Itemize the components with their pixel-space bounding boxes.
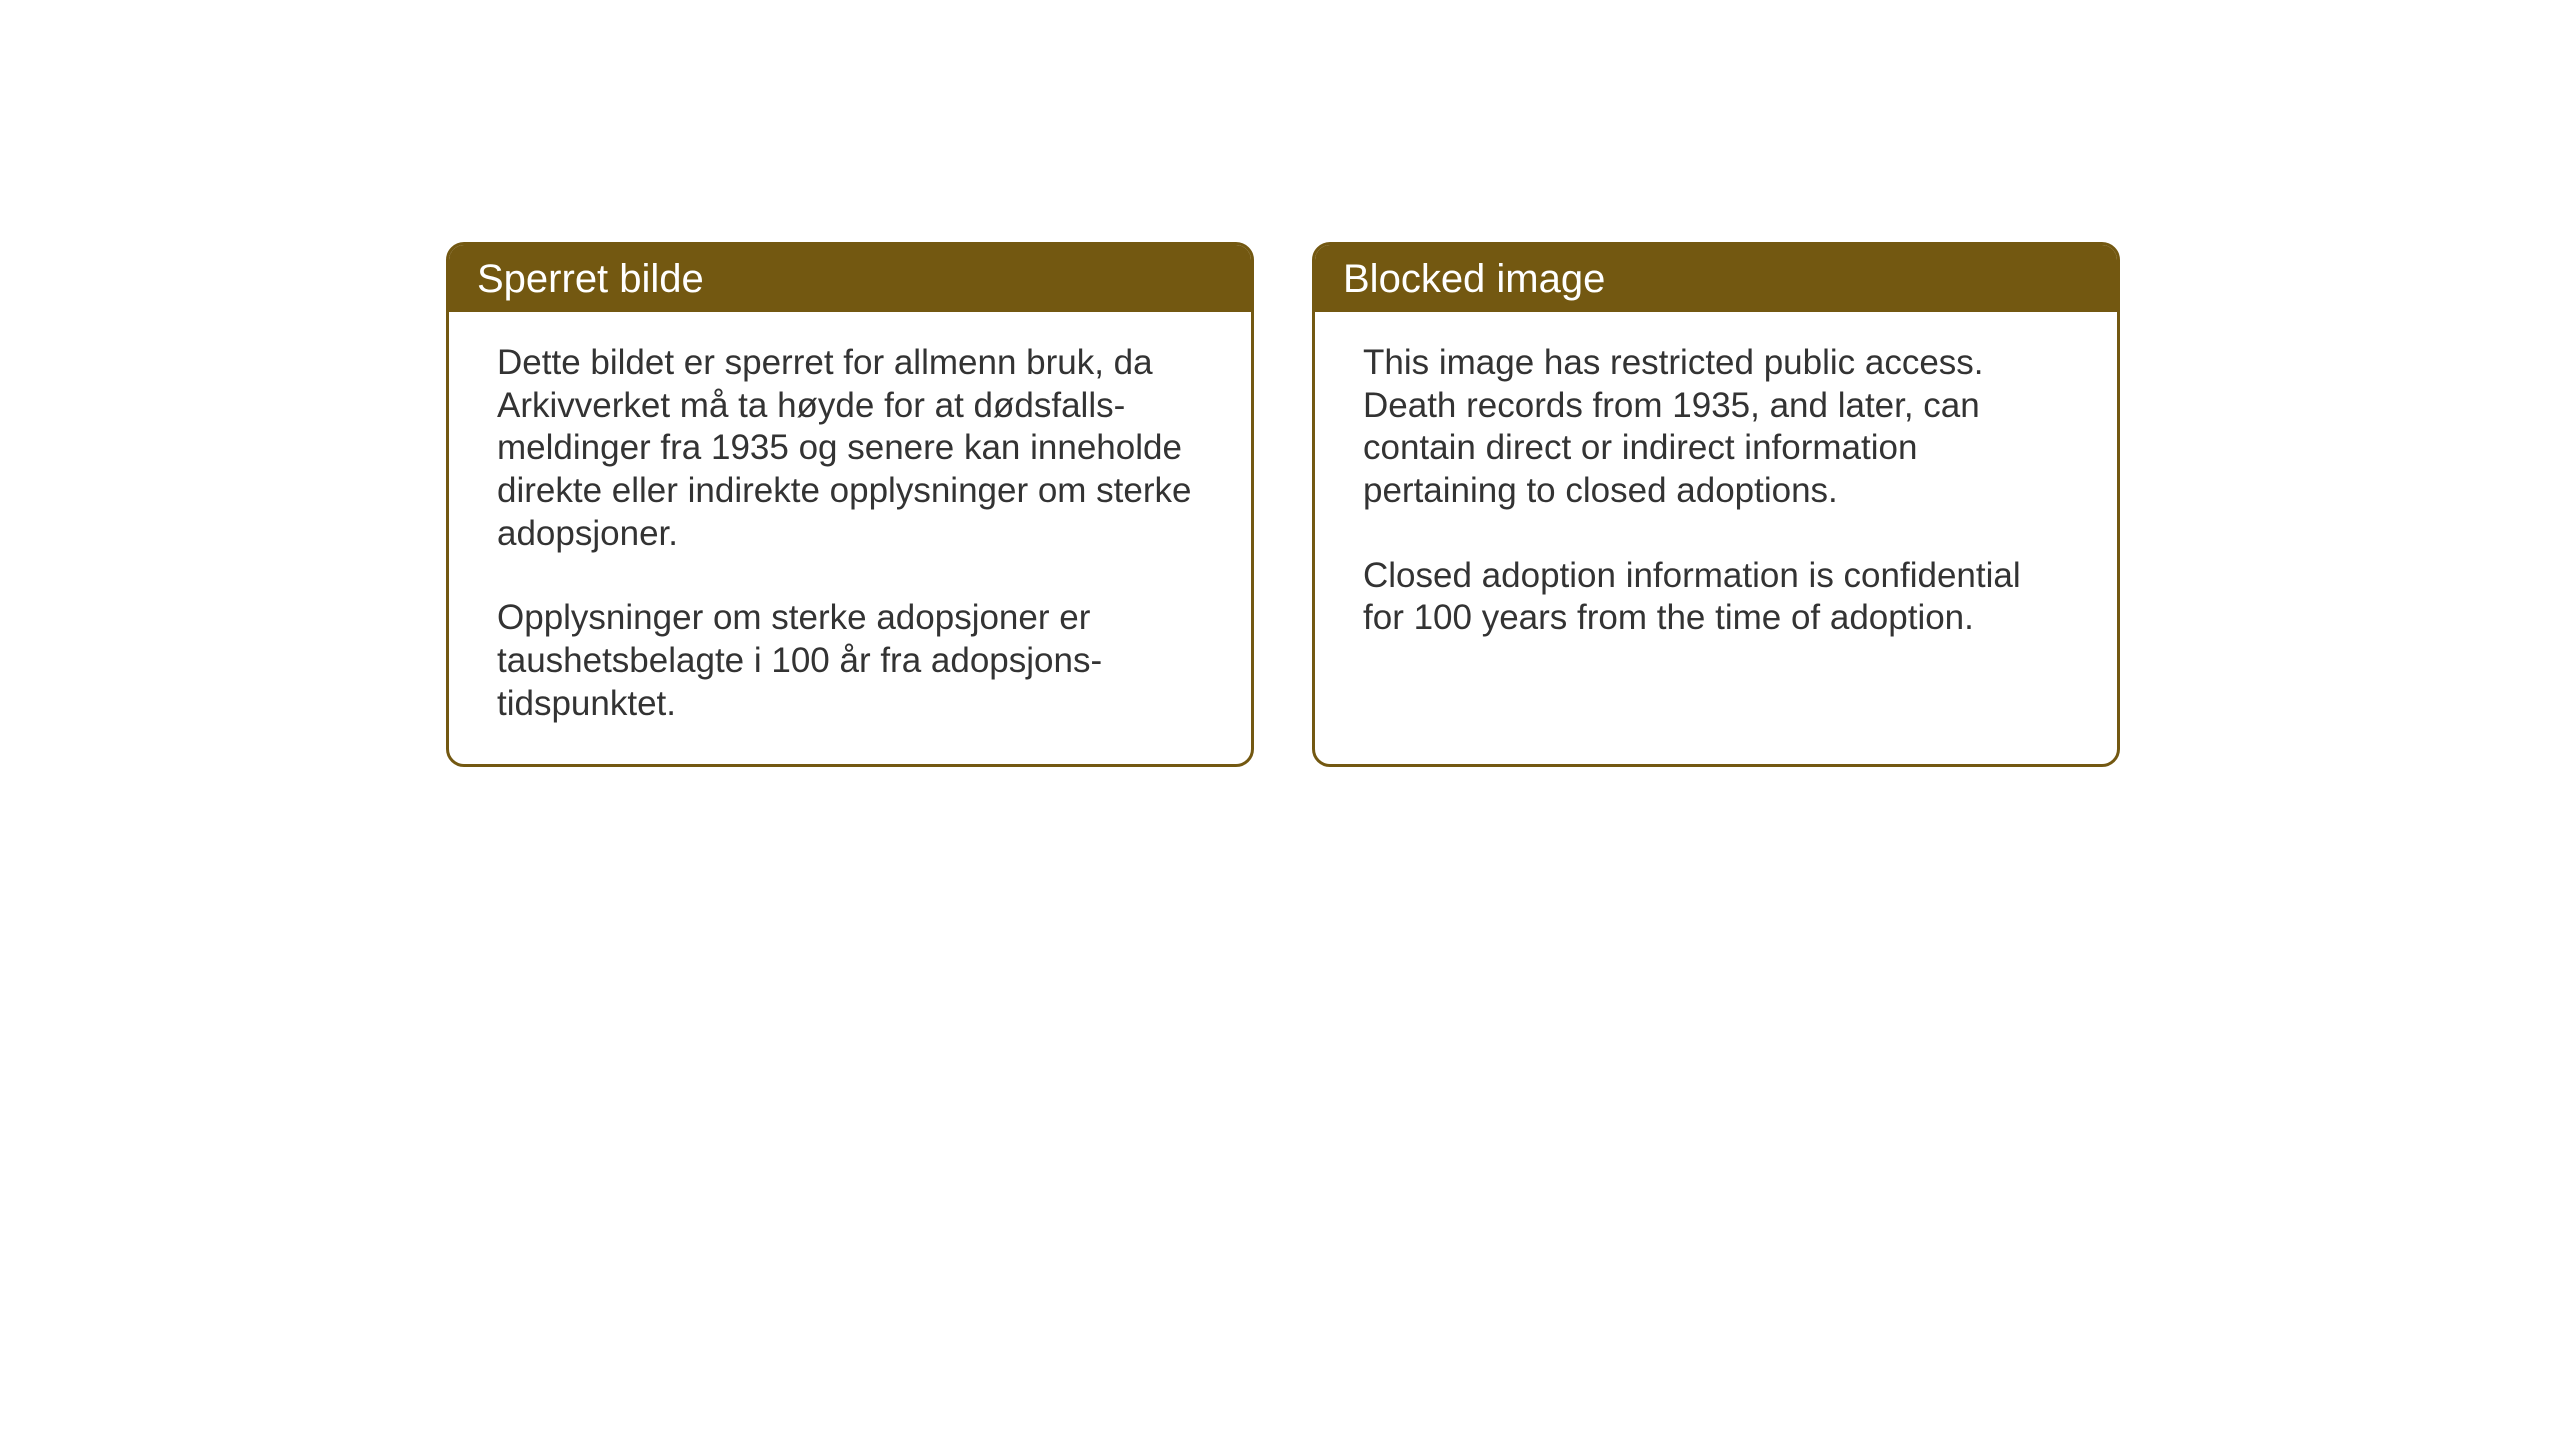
card-paragraph: Dette bildet er sperret for allmenn bruk… [497, 342, 1203, 555]
card-paragraph: Opplysninger om sterke adopsjoner er tau… [497, 597, 1203, 725]
notice-container: Sperret bilde Dette bildet er sperret fo… [446, 242, 2120, 767]
card-title: Sperret bilde [477, 257, 704, 301]
card-paragraph: This image has restricted public access.… [1363, 342, 2069, 513]
blocked-image-card-norwegian: Sperret bilde Dette bildet er sperret fo… [446, 242, 1254, 767]
card-body: Dette bildet er sperret for allmenn bruk… [449, 312, 1251, 764]
blocked-image-card-english: Blocked image This image has restricted … [1312, 242, 2120, 767]
card-header: Blocked image [1315, 245, 2117, 312]
card-header: Sperret bilde [449, 245, 1251, 312]
card-paragraph: Closed adoption information is confident… [1363, 555, 2069, 640]
card-title: Blocked image [1343, 257, 1605, 301]
card-body: This image has restricted public access.… [1315, 312, 2117, 678]
